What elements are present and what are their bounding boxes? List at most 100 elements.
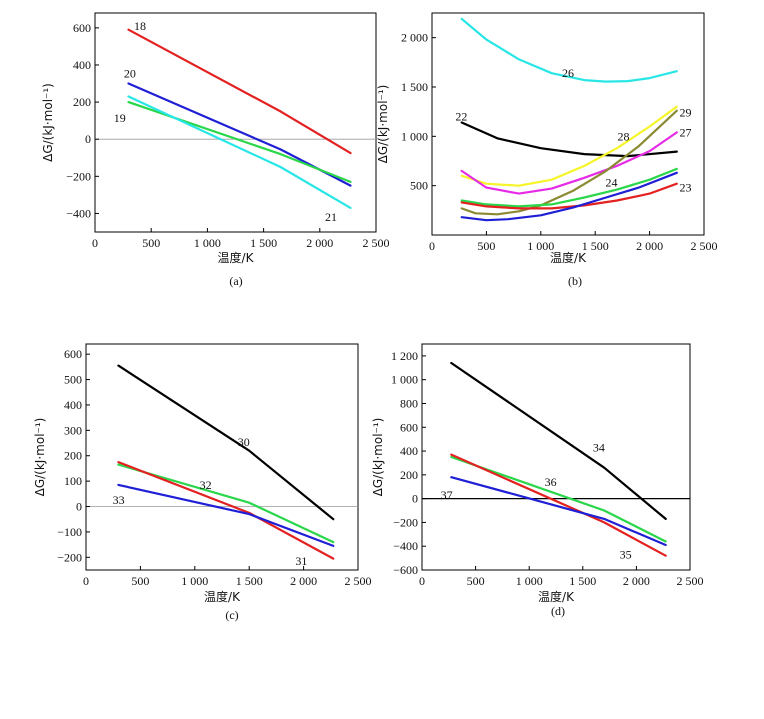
x-tick-label: 0 [92, 236, 98, 250]
y-tick-label: 200 [64, 449, 82, 463]
series-line-35 [450, 453, 667, 557]
curve-label-28: 28 [617, 129, 629, 143]
x-tick-label: 2 000 [636, 239, 663, 253]
y-tick-label: −600 [393, 563, 418, 577]
x-axis-label: 温度/K [538, 589, 575, 604]
curve-label-18: 18 [134, 19, 146, 33]
y-axis-label: ΔG/(kJ·mol⁻¹) [41, 83, 55, 162]
y-axis-label: ΔG/(kJ·mol⁻¹) [371, 418, 385, 497]
series-line-34 [450, 361, 667, 521]
series-line-32 [117, 463, 335, 544]
y-tick-label: 200 [73, 95, 91, 109]
chart-panel-2: 0 500 1 000 1 500 2 000 2 500 500 1 000 1 500 2 0… [376, 12, 718, 288]
curve-label-35: 35 [620, 548, 632, 562]
series-line-20 [127, 82, 352, 187]
x-tick-label: 1 000 [181, 574, 208, 588]
curve-label-22: 22 [455, 110, 467, 124]
series-line-22 [460, 121, 678, 158]
series-line-29 [460, 105, 678, 187]
curve-label-21: 21 [325, 210, 337, 224]
series-line-36 [450, 455, 667, 543]
x-tick-label: 500 [477, 239, 495, 253]
panel-label: (b) [568, 274, 582, 288]
curve-label-32: 32 [200, 478, 212, 492]
x-tick-label: 1 500 [569, 574, 596, 588]
y-tick-label: 0 [412, 492, 418, 506]
y-tick-label: 1 000 [391, 373, 418, 387]
y-tick-label: 1 200 [391, 349, 418, 363]
y-tick-label: −200 [57, 550, 82, 564]
y-tick-label: 600 [400, 420, 418, 434]
y-tick-label: 200 [400, 468, 418, 482]
x-tick-label: 500 [467, 574, 485, 588]
x-tick-label: 1 500 [236, 574, 263, 588]
series-line-33 [117, 483, 335, 548]
series-line-26 [460, 17, 678, 83]
y-tick-label: 300 [64, 423, 82, 437]
curve-label-19: 19 [114, 111, 126, 125]
x-tick-label: 2 500 [345, 574, 372, 588]
y-tick-label: 600 [73, 21, 91, 35]
y-tick-label: 0 [76, 500, 82, 514]
x-tick-label: 1 000 [194, 236, 221, 250]
x-tick-label: 2 000 [623, 574, 650, 588]
y-tick-label: 2 000 [401, 31, 428, 45]
x-tick-label: 500 [131, 574, 149, 588]
x-tick-label: 1 500 [250, 236, 277, 250]
y-axis-label: ΔG/(kJ·mol⁻¹) [33, 418, 47, 497]
series-line-19 [127, 100, 352, 183]
x-tick-label: 1 500 [582, 239, 609, 253]
curve-label-34: 34 [593, 440, 605, 454]
curve-label-27: 27 [680, 125, 692, 139]
y-tick-label: 0 [85, 132, 91, 146]
panel-label: (d) [551, 604, 565, 618]
axes-frame [85, 343, 359, 571]
y-tick-label: −200 [66, 169, 91, 183]
series-line-37 [450, 476, 667, 547]
x-tick-label: 2 000 [290, 574, 317, 588]
series-line-25 [460, 171, 678, 222]
curve-label-29: 29 [680, 106, 692, 120]
curve-label-36: 36 [545, 475, 557, 489]
x-tick-label: 2 500 [363, 236, 390, 250]
x-tick-label: 0 [419, 574, 425, 588]
x-tick-label: 500 [142, 236, 160, 250]
axes-frame [421, 343, 691, 571]
curve-label-33: 33 [113, 493, 125, 507]
y-tick-label: 500 [64, 373, 82, 387]
axes-frame [94, 12, 377, 233]
chart-panel-4: 0 500 1 000 1 500 2 000 2 500 −600 −400 −200 0 200… [371, 343, 704, 618]
series-line-18 [127, 28, 352, 155]
y-tick-label: 100 [64, 474, 82, 488]
chart-panel-1: 0 500 1 000 1 500 2 000 2 500 −400 −200 0 200 400 6… [41, 12, 390, 288]
y-tick-label: 400 [400, 444, 418, 458]
curve-label-31: 31 [295, 554, 307, 568]
curve-label-24: 24 [606, 176, 618, 190]
series-line-28 [460, 109, 678, 216]
series-line-23 [460, 182, 678, 210]
series-line-30 [117, 364, 335, 521]
y-tick-label: 800 [400, 396, 418, 410]
curve-label-26: 26 [562, 66, 574, 80]
y-tick-label: −400 [66, 206, 91, 220]
y-tick-label: −200 [393, 515, 418, 529]
x-tick-label: 1 000 [527, 239, 554, 253]
y-tick-label: 600 [64, 347, 82, 361]
x-axis-label: 温度/K [204, 589, 241, 604]
x-tick-label: 2 000 [306, 236, 333, 250]
x-tick-label: 2 500 [677, 574, 704, 588]
x-tick-label: 0 [83, 574, 89, 588]
y-axis-label: ΔG/(kJ·mol⁻¹) [376, 85, 390, 164]
x-tick-label: 1 000 [516, 574, 543, 588]
series-line-21 [127, 95, 352, 209]
x-tick-label: 2 500 [691, 239, 718, 253]
y-tick-label: 1 500 [401, 80, 428, 94]
y-tick-label: −100 [57, 525, 82, 539]
curve-label-30: 30 [238, 435, 250, 449]
curve-label-20: 20 [124, 66, 136, 80]
curve-label-23: 23 [680, 181, 692, 195]
chart-panel-3: 0 500 1 000 1 500 2 000 2 500−200−10001002003… [33, 343, 372, 622]
series-line-31 [117, 461, 335, 560]
series-line-27 [460, 131, 678, 195]
